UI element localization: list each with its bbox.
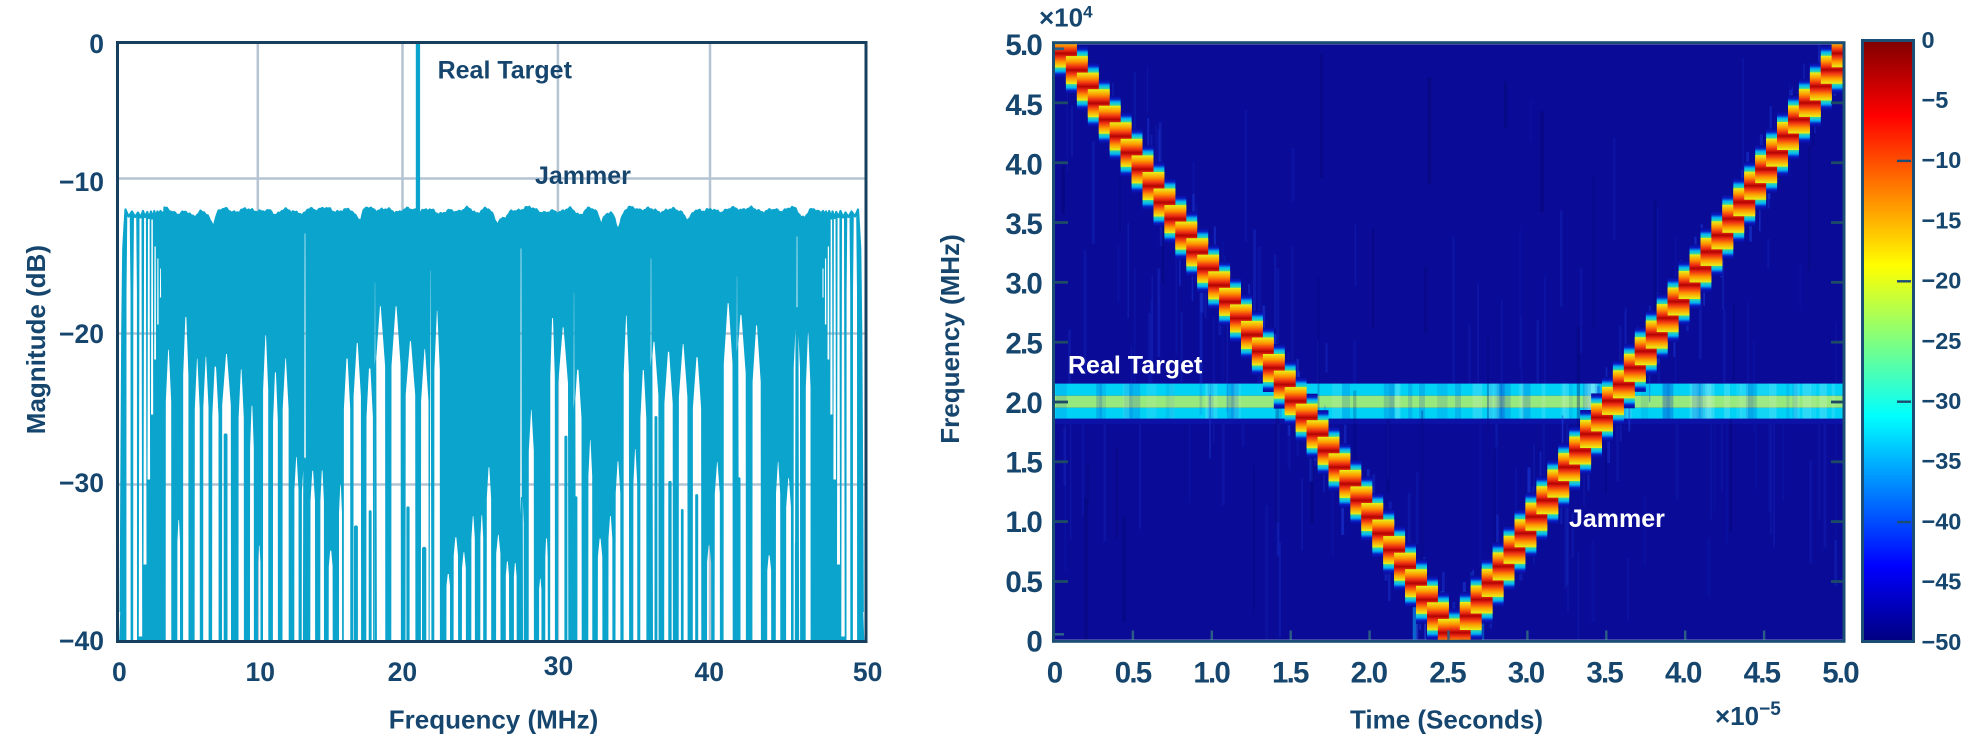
svg-text:0.5: 0.5 <box>1005 566 1042 599</box>
svg-text:Frequency (MHz): Frequency (MHz) <box>389 705 598 735</box>
svg-text:3.0: 3.0 <box>1508 657 1545 690</box>
svg-text:−40: −40 <box>1922 508 1962 534</box>
svg-text:−10: −10 <box>1922 147 1962 173</box>
svg-text:0: 0 <box>112 657 127 687</box>
svg-text:0: 0 <box>89 29 104 59</box>
svg-text:5.0: 5.0 <box>1822 657 1859 690</box>
svg-text:2.5: 2.5 <box>1429 657 1466 690</box>
svg-text:4.5: 4.5 <box>1005 89 1042 122</box>
svg-text:3.0: 3.0 <box>1005 268 1042 301</box>
svg-text:10: 10 <box>245 657 274 687</box>
svg-text:Jammer: Jammer <box>535 162 631 190</box>
svg-text:1.0: 1.0 <box>1193 657 1230 690</box>
svg-text:1.5: 1.5 <box>1272 657 1309 690</box>
svg-text:4.0: 4.0 <box>1665 657 1702 690</box>
svg-text:−30: −30 <box>1922 388 1962 414</box>
svg-text:1.5: 1.5 <box>1005 447 1042 480</box>
svg-text:Magnitude (dB): Magnitude (dB) <box>21 245 51 434</box>
svg-text:Frequency (MHz): Frequency (MHz) <box>935 234 965 443</box>
svg-text:−20: −20 <box>1922 268 1962 294</box>
svg-text:1.0: 1.0 <box>1005 506 1042 539</box>
svg-text:−50: −50 <box>1922 629 1962 655</box>
svg-text:50: 50 <box>853 657 882 687</box>
svg-text:4.0: 4.0 <box>1005 149 1042 182</box>
svg-text:Real Target: Real Target <box>1068 352 1203 380</box>
svg-text:30: 30 <box>544 651 573 681</box>
svg-text:−5: −5 <box>1922 87 1949 113</box>
svg-text:Time (Seconds): Time (Seconds) <box>1350 705 1543 735</box>
svg-text:Real Target: Real Target <box>438 57 573 85</box>
svg-text:−10: −10 <box>59 167 104 197</box>
svg-text:×10−5: ×10−5 <box>1715 699 1781 731</box>
svg-text:3.5: 3.5 <box>1005 208 1042 241</box>
svg-text:0.5: 0.5 <box>1115 657 1152 690</box>
svg-text:2.0: 2.0 <box>1005 387 1042 420</box>
svg-text:−15: −15 <box>1922 207 1962 233</box>
svg-text:0: 0 <box>1922 27 1935 53</box>
svg-text:2.5: 2.5 <box>1005 327 1042 360</box>
svg-text:2.0: 2.0 <box>1351 657 1388 690</box>
svg-text:−35: −35 <box>1922 448 1962 474</box>
svg-text:3.5: 3.5 <box>1586 657 1623 690</box>
svg-text:−30: −30 <box>59 468 104 498</box>
svg-text:−45: −45 <box>1922 569 1962 595</box>
svg-text:Jammer: Jammer <box>1569 505 1665 533</box>
svg-text:−20: −20 <box>59 319 104 349</box>
svg-text:40: 40 <box>695 657 724 687</box>
svg-text:−25: −25 <box>1922 328 1962 354</box>
svg-text:5.0: 5.0 <box>1005 29 1042 62</box>
svg-text:20: 20 <box>388 657 417 687</box>
svg-text:0: 0 <box>1047 657 1063 690</box>
svg-text:−40: −40 <box>59 626 104 656</box>
svg-text:4.5: 4.5 <box>1744 657 1781 690</box>
svg-text:0: 0 <box>1026 626 1042 659</box>
